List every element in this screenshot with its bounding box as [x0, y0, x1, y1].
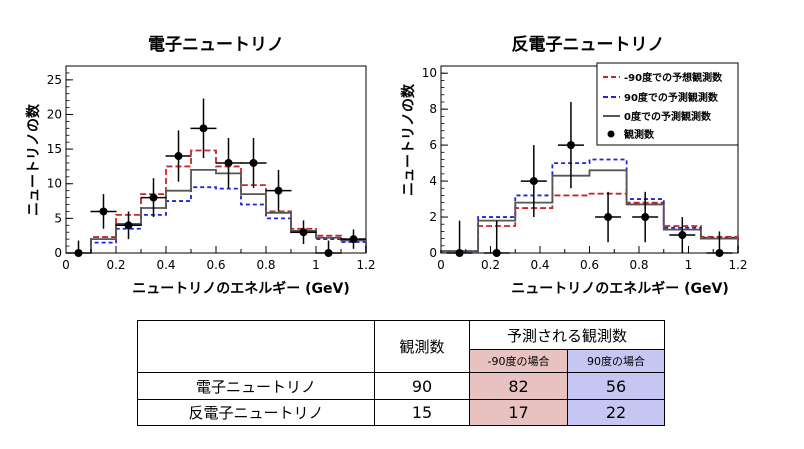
observed-point	[529, 177, 538, 186]
x-tick-label: 0.2	[481, 258, 500, 272]
legend-swatch-observed	[607, 130, 615, 138]
y-tick-label: 15	[47, 142, 62, 156]
row-plus90: 56	[567, 372, 665, 400]
x-axis-label: ニュートリノのエネルギー (GeV)	[132, 280, 350, 297]
legend-label-plus90: 90度での予測観測数	[624, 91, 719, 104]
observed-point	[455, 249, 464, 257]
x-tick-label: 1.2	[728, 258, 747, 272]
x-tick-label: 1	[312, 258, 320, 272]
series-line-minus90	[440, 192, 739, 253]
x-tick-label: 1	[685, 258, 693, 272]
x-tick-label: 0	[62, 258, 70, 272]
observed-point	[124, 221, 133, 230]
y-tick-label: 25	[47, 73, 62, 87]
observed-point	[641, 213, 650, 222]
y-axis-label: ニュートリノの数	[400, 83, 417, 196]
header-predicted: 予測される観測数	[469, 320, 665, 350]
x-tick-label: 0.4	[530, 258, 549, 272]
observed-point	[492, 249, 501, 257]
y-axis-label: ニュートリノの数	[25, 103, 42, 216]
observed-point	[224, 158, 233, 167]
y-tick-label: 6	[429, 138, 437, 152]
summary-table: 観測数 予測される観測数 -90度の場合 90度の場合 電子ニュートリノ 90 …	[137, 320, 665, 426]
row-observed: 90	[374, 372, 470, 400]
y-tick-label: 2	[429, 210, 437, 224]
x-tick-label: 0	[437, 258, 445, 272]
legend-label-zero: 0度での予測観測数	[624, 110, 712, 123]
y-tick-label: 10	[47, 177, 62, 191]
observed-point	[324, 249, 333, 257]
x-tick-label: 0.4	[156, 258, 175, 272]
x-tick-label: 0.2	[106, 258, 125, 272]
observed-point	[174, 152, 183, 161]
y-tick-label: 0	[429, 246, 437, 260]
row-minus90: 82	[469, 372, 568, 400]
x-tick-label: 0.8	[256, 258, 275, 272]
row-label: 電子ニュートリノ	[137, 372, 375, 400]
observed-point	[299, 228, 308, 237]
observed-point	[249, 158, 258, 167]
row-label: 反電子ニュートリノ	[137, 399, 375, 426]
header-plus90: 90度の場合	[567, 349, 665, 373]
legend-box	[596, 62, 739, 146]
chart-legend: -90度での予想観測数 90度での予測観測数 0度での予測観測数 観測数	[596, 62, 739, 146]
x-tick-label: 0.6	[206, 258, 225, 272]
chart-electron-neutrino: 電子ニュートリノ ニュートリノの数 ニュートリノのエネルギー (GeV) 0 0.…	[25, 35, 376, 297]
legend-label-observed: 観測数	[624, 128, 655, 141]
x-axis-label: ニュートリノのエネルギー (GeV)	[511, 280, 729, 297]
row-minus90: 17	[469, 399, 568, 426]
x-tick-label: 1.2	[356, 258, 375, 272]
observed-point	[149, 193, 158, 202]
observed-point	[678, 231, 687, 240]
y-tick-label: 8	[429, 102, 437, 116]
observed-point	[199, 124, 208, 133]
observed-point	[604, 213, 613, 222]
y-tick-label: 5	[54, 211, 62, 225]
observed-point	[99, 207, 108, 216]
y-tick-label: 4	[429, 174, 437, 188]
table-row: 電子ニュートリノ 90 82 56	[137, 372, 665, 400]
observed-point	[566, 141, 575, 150]
y-tick-label: 20	[47, 107, 62, 121]
row-plus90: 22	[567, 399, 665, 426]
table-corner-cell	[137, 320, 375, 373]
observed-point	[349, 235, 358, 244]
series-line-zero	[440, 169, 739, 253]
observed-point	[274, 186, 283, 195]
x-tick-label: 0.8	[629, 258, 648, 272]
legend-label-minus90: -90度での予想観測数	[624, 71, 723, 84]
row-observed: 15	[374, 399, 470, 426]
observed-point	[715, 249, 724, 257]
figure-charts: 電子ニュートリノ ニュートリノの数 ニュートリノのエネルギー (GeV) 0 0.…	[25, 35, 748, 297]
x-tick-label: 0.6	[580, 258, 599, 272]
chart-title: 電子ニュートリノ	[148, 35, 284, 55]
table-row: 反電子ニュートリノ 15 17 22	[137, 399, 665, 426]
y-tick-label: 10	[422, 66, 437, 80]
chart-title: 反電子ニュートリノ	[512, 35, 665, 55]
observed-point	[74, 249, 83, 257]
series-line-plus90	[90, 186, 367, 253]
header-observed: 観測数	[374, 320, 470, 373]
header-minus90: -90度の場合	[469, 349, 568, 373]
y-tick-label: 0	[54, 246, 62, 260]
